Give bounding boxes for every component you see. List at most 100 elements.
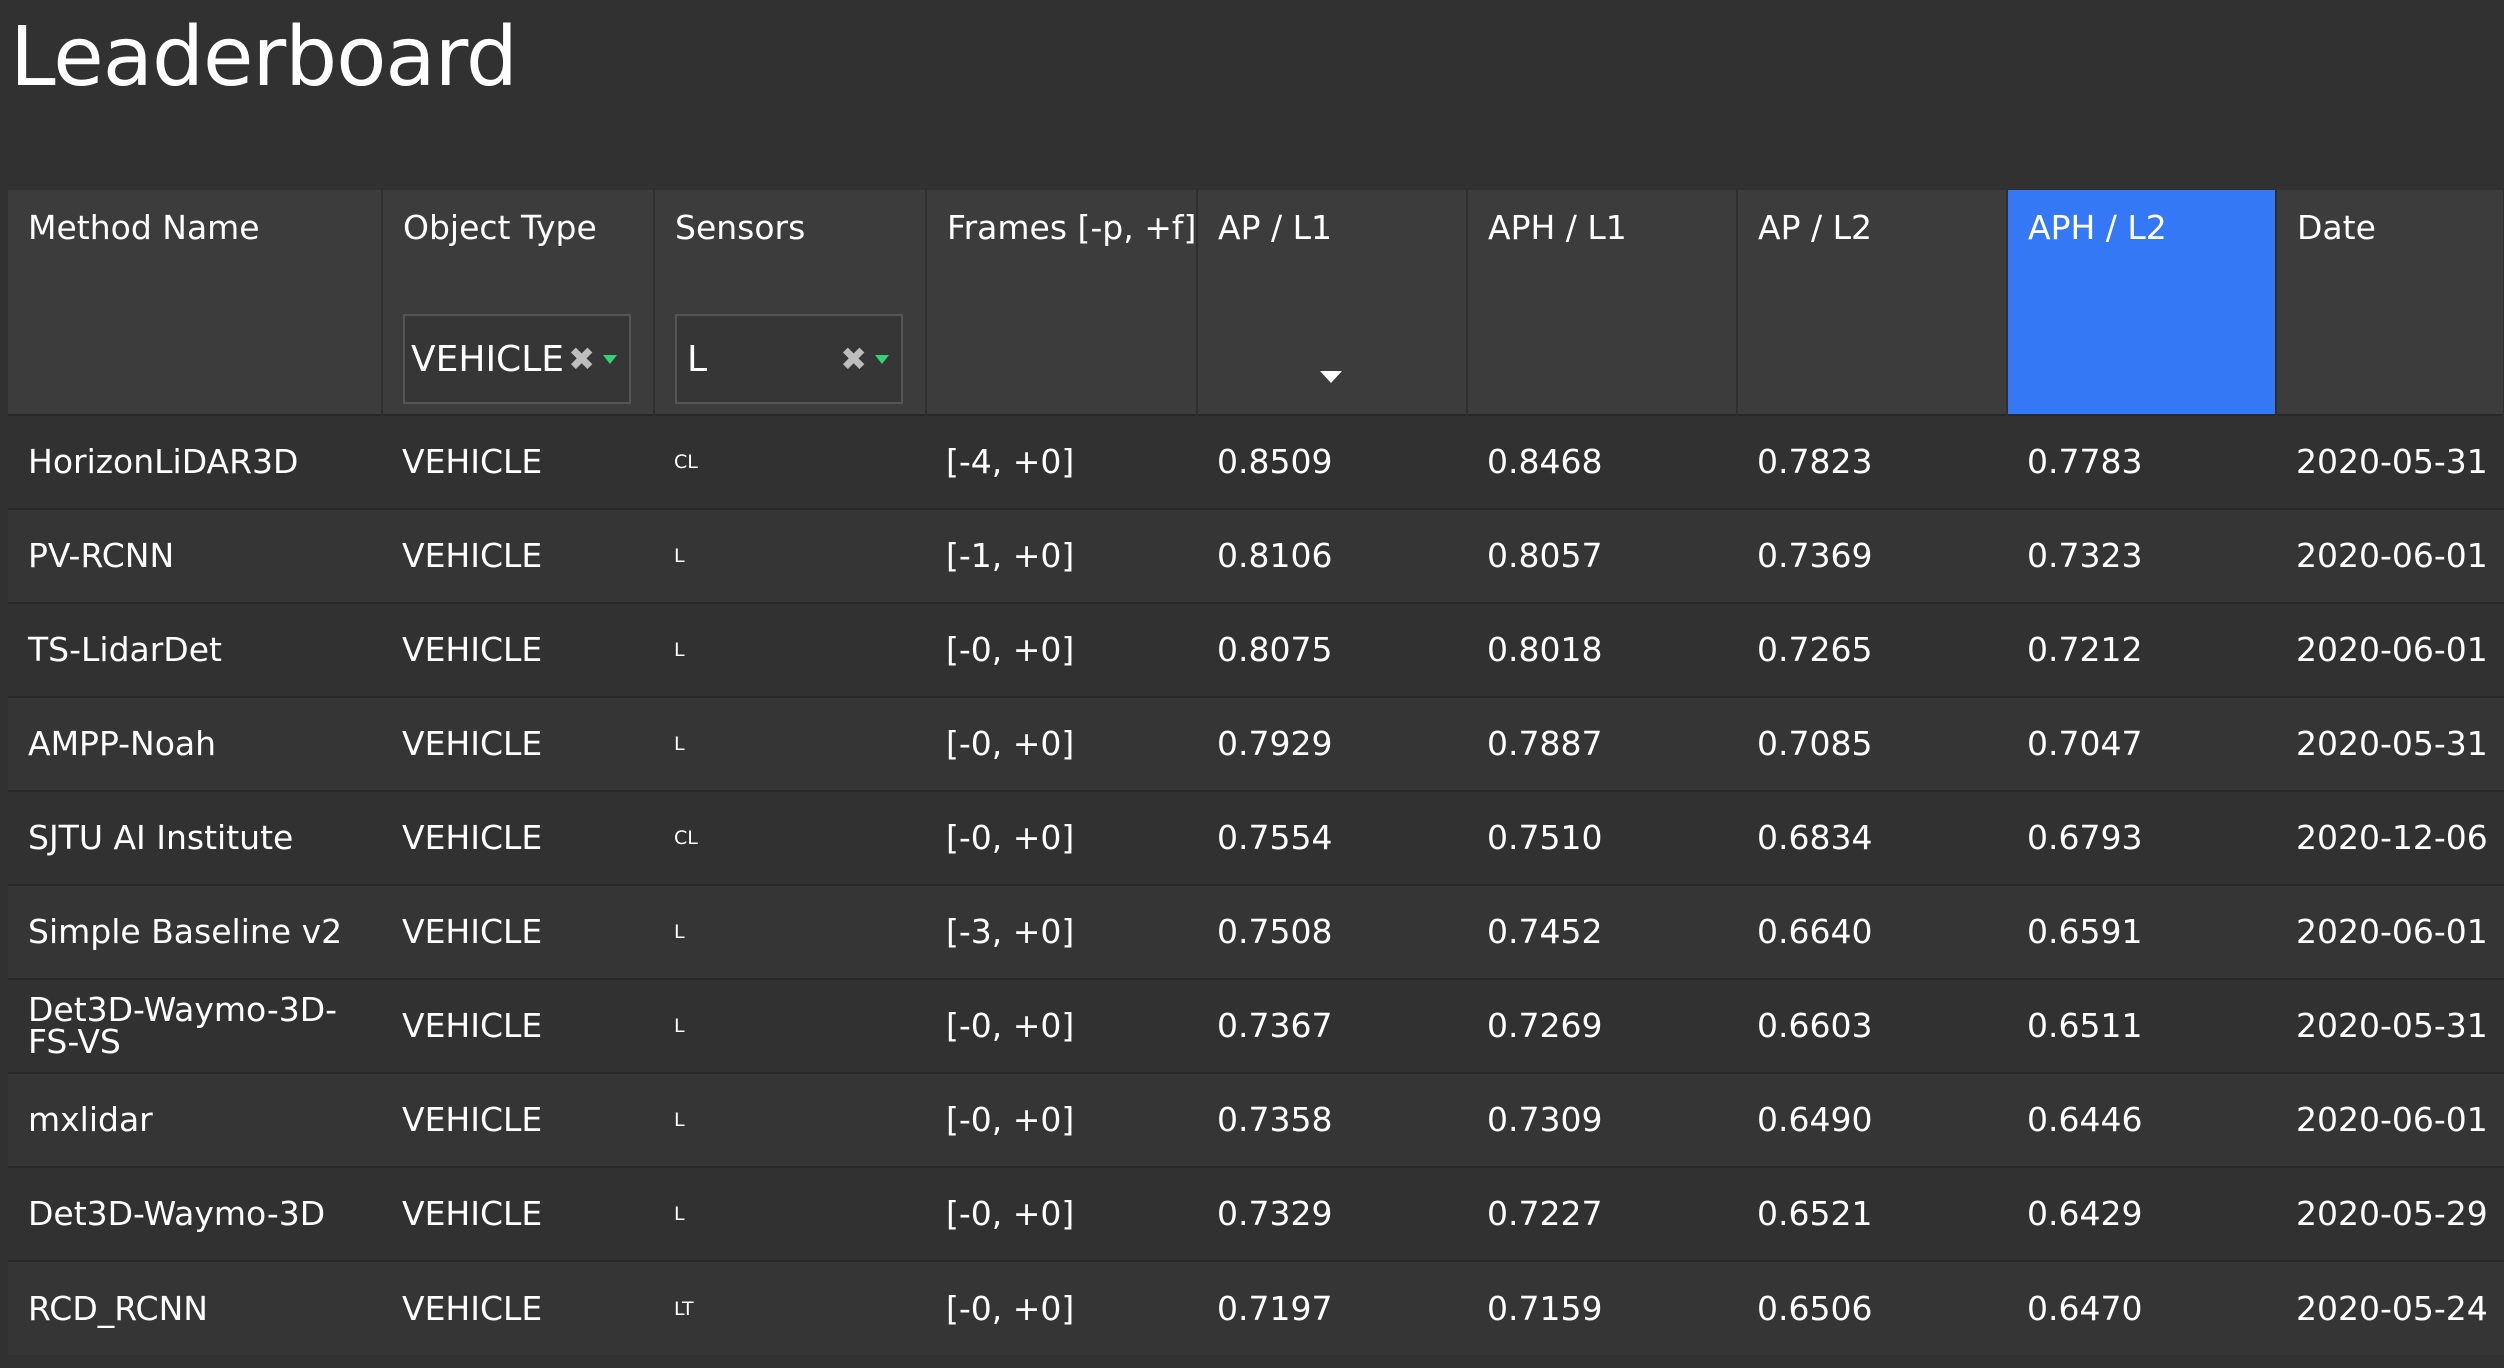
object-type-cell: VEHICLE — [382, 884, 654, 979]
frames-cell: [-4, +0] — [926, 414, 1197, 509]
table-row[interactable]: Simple Baseline v2 VEHICLE L [-3, +0] 0.7508… — [8, 884, 2504, 979]
object-type-cell: VEHICLE — [382, 508, 654, 603]
column-label: AP / L2 — [1758, 208, 1872, 247]
sensors-filter-select[interactable]: L ✖ — [675, 314, 903, 404]
frames-cell: [-3, +0] — [926, 884, 1197, 979]
aph-l1-cell: 0.7887 — [1467, 696, 1737, 791]
column-header-ap-l1[interactable]: AP / L1 — [1197, 190, 1468, 415]
column-header-aph-l1[interactable]: APH / L1 — [1467, 190, 1738, 415]
ap-l2-cell: 0.6640 — [1737, 884, 2007, 979]
date-cell: 2020-06-01 — [2276, 1072, 2504, 1167]
table-row[interactable]: mxlidar VEHICLE L [-0, +0] 0.7358 0.7309 0.649… — [8, 1072, 2504, 1167]
leaderboard-table: Method Name Object Type VEHICLE ✖ Sensor… — [8, 190, 2504, 1355]
aph-l1-cell: 0.8018 — [1467, 602, 1737, 697]
column-label: Method Name — [28, 208, 260, 247]
aph-l1-cell: 0.7269 — [1467, 978, 1737, 1073]
date-cell: 2020-05-31 — [2276, 696, 2504, 791]
aph-l1-cell: 0.8468 — [1467, 414, 1737, 509]
sensors-filter-value: L — [687, 338, 708, 380]
sensors-cell: L — [654, 696, 926, 791]
aph-l1-cell: 0.8057 — [1467, 508, 1737, 603]
table-row[interactable]: RCD_RCNN VEHICLE LT [-0, +0] 0.7197 0.7159 0.6… — [8, 1260, 2504, 1355]
object-type-filter-value: VEHICLE — [411, 338, 564, 380]
ap-l2-cell: 0.6506 — [1737, 1260, 2007, 1355]
date-cell: 2020-06-01 — [2276, 602, 2504, 697]
aph-l2-cell: 0.6793 — [2007, 790, 2276, 885]
column-header-ap-l2[interactable]: AP / L2 — [1737, 190, 2008, 415]
table-row[interactable]: SJTU AI Institute VEHICLE CL [-0, +0] 0.7554… — [8, 790, 2504, 885]
aph-l2-cell: 0.7323 — [2007, 508, 2276, 603]
method-name-cell: AMPP-Noah — [8, 696, 382, 791]
column-label: Object Type — [403, 208, 597, 247]
object-type-cell: VEHICLE — [382, 1072, 654, 1167]
ap-l2-cell: 0.6834 — [1737, 790, 2007, 885]
chevron-down-icon[interactable] — [875, 354, 889, 364]
frames-cell: [-0, +0] — [926, 1260, 1197, 1355]
aph-l2-cell: 0.7212 — [2007, 602, 2276, 697]
leaderboard-rows: HorizonLiDAR3D VEHICLE CL [-4, +0] 0.8509 0.8… — [8, 414, 2504, 1355]
aph-l2-cell: 0.7783 — [2007, 414, 2276, 509]
table-row[interactable]: Det3D-Waymo-3D VEHICLE L [-0, +0] 0.7329 0.72… — [8, 1166, 2504, 1261]
sensors-cell: L — [654, 1166, 926, 1261]
aph-l1-cell: 0.7227 — [1467, 1166, 1737, 1261]
ap-l1-cell: 0.8509 — [1197, 414, 1467, 509]
column-header-object-type[interactable]: Object Type VEHICLE ✖ — [382, 190, 655, 415]
table-row[interactable]: PV-RCNN VEHICLE L [-1, +0] 0.8106 0.8057 0.736… — [8, 508, 2504, 603]
object-type-cell: VEHICLE — [382, 414, 654, 509]
frames-cell: [-0, +0] — [926, 978, 1197, 1073]
method-name-cell: Simple Baseline v2 — [8, 884, 382, 979]
sensors-cell: L — [654, 884, 926, 979]
aph-l1-cell: 0.7452 — [1467, 884, 1737, 979]
method-name-cell: HorizonLiDAR3D — [8, 414, 382, 509]
clear-icon[interactable]: ✖ — [840, 340, 867, 378]
date-cell: 2020-05-31 — [2276, 414, 2504, 509]
method-name-cell: mxlidar — [8, 1072, 382, 1167]
table-row[interactable]: TS-LidarDet VEHICLE L [-0, +0] 0.8075 0.8018 0… — [8, 602, 2504, 697]
column-header-frames[interactable]: Frames [-p, +f] — [926, 190, 1198, 415]
aph-l2-cell: 0.6591 — [2007, 884, 2276, 979]
aph-l1-cell: 0.7309 — [1467, 1072, 1737, 1167]
ap-l2-cell: 0.7085 — [1737, 696, 2007, 791]
frames-cell: [-0, +0] — [926, 790, 1197, 885]
frames-cell: [-0, +0] — [926, 602, 1197, 697]
column-label: APH / L2 — [2028, 208, 2167, 247]
sensors-cell: L — [654, 508, 926, 603]
chevron-down-icon[interactable] — [603, 354, 617, 364]
column-label: AP / L1 — [1218, 208, 1332, 247]
object-type-filter-select[interactable]: VEHICLE ✖ — [403, 314, 631, 404]
sort-descending-icon[interactable] — [1320, 371, 1342, 383]
method-name-cell: SJTU AI Institute — [8, 790, 382, 885]
column-header-date[interactable]: Date — [2276, 190, 2504, 415]
aph-l2-cell: 0.6511 — [2007, 978, 2276, 1073]
header-row: Method Name Object Type VEHICLE ✖ Sensor… — [8, 190, 2504, 415]
clear-icon[interactable]: ✖ — [568, 340, 595, 378]
object-type-cell: VEHICLE — [382, 1166, 654, 1261]
ap-l2-cell: 0.6521 — [1737, 1166, 2007, 1261]
ap-l2-cell: 0.7369 — [1737, 508, 2007, 603]
table-row[interactable]: HorizonLiDAR3D VEHICLE CL [-4, +0] 0.8509 0.8… — [8, 414, 2504, 509]
frames-cell: [-1, +0] — [926, 508, 1197, 603]
page-title: Leaderboard — [10, 10, 518, 105]
frames-cell: [-0, +0] — [926, 696, 1197, 791]
object-type-cell: VEHICLE — [382, 1260, 654, 1355]
object-type-cell: VEHICLE — [382, 602, 654, 697]
column-label: Frames [-p, +f] — [947, 208, 1197, 247]
ap-l1-cell: 0.7508 — [1197, 884, 1467, 979]
date-cell: 2020-06-01 — [2276, 884, 2504, 979]
column-header-sensors[interactable]: Sensors L ✖ — [654, 190, 927, 415]
method-name-cell: Det3D-Waymo-3D — [8, 1166, 382, 1261]
frames-cell: [-0, +0] — [926, 1072, 1197, 1167]
ap-l1-cell: 0.7367 — [1197, 978, 1467, 1073]
table-row[interactable]: AMPP-Noah VEHICLE L [-0, +0] 0.7929 0.7887 0.7… — [8, 696, 2504, 791]
method-name-cell: TS-LidarDet — [8, 602, 382, 697]
date-cell: 2020-05-24 — [2276, 1260, 2504, 1355]
object-type-cell: VEHICLE — [382, 790, 654, 885]
column-header-method-name[interactable]: Method Name — [8, 190, 383, 415]
sensors-cell: L — [654, 602, 926, 697]
table-row[interactable]: Det3D-Waymo-3D-FS-VS VEHICLE L [-0, +0] 0.73… — [8, 978, 2504, 1073]
column-label: Date — [2297, 208, 2376, 247]
method-name-cell: Det3D-Waymo-3D-FS-VS — [8, 978, 382, 1073]
column-header-aph-l2[interactable]: APH / L2 — [2007, 190, 2277, 415]
date-cell: 2020-06-01 — [2276, 508, 2504, 603]
aph-l1-cell: 0.7510 — [1467, 790, 1737, 885]
